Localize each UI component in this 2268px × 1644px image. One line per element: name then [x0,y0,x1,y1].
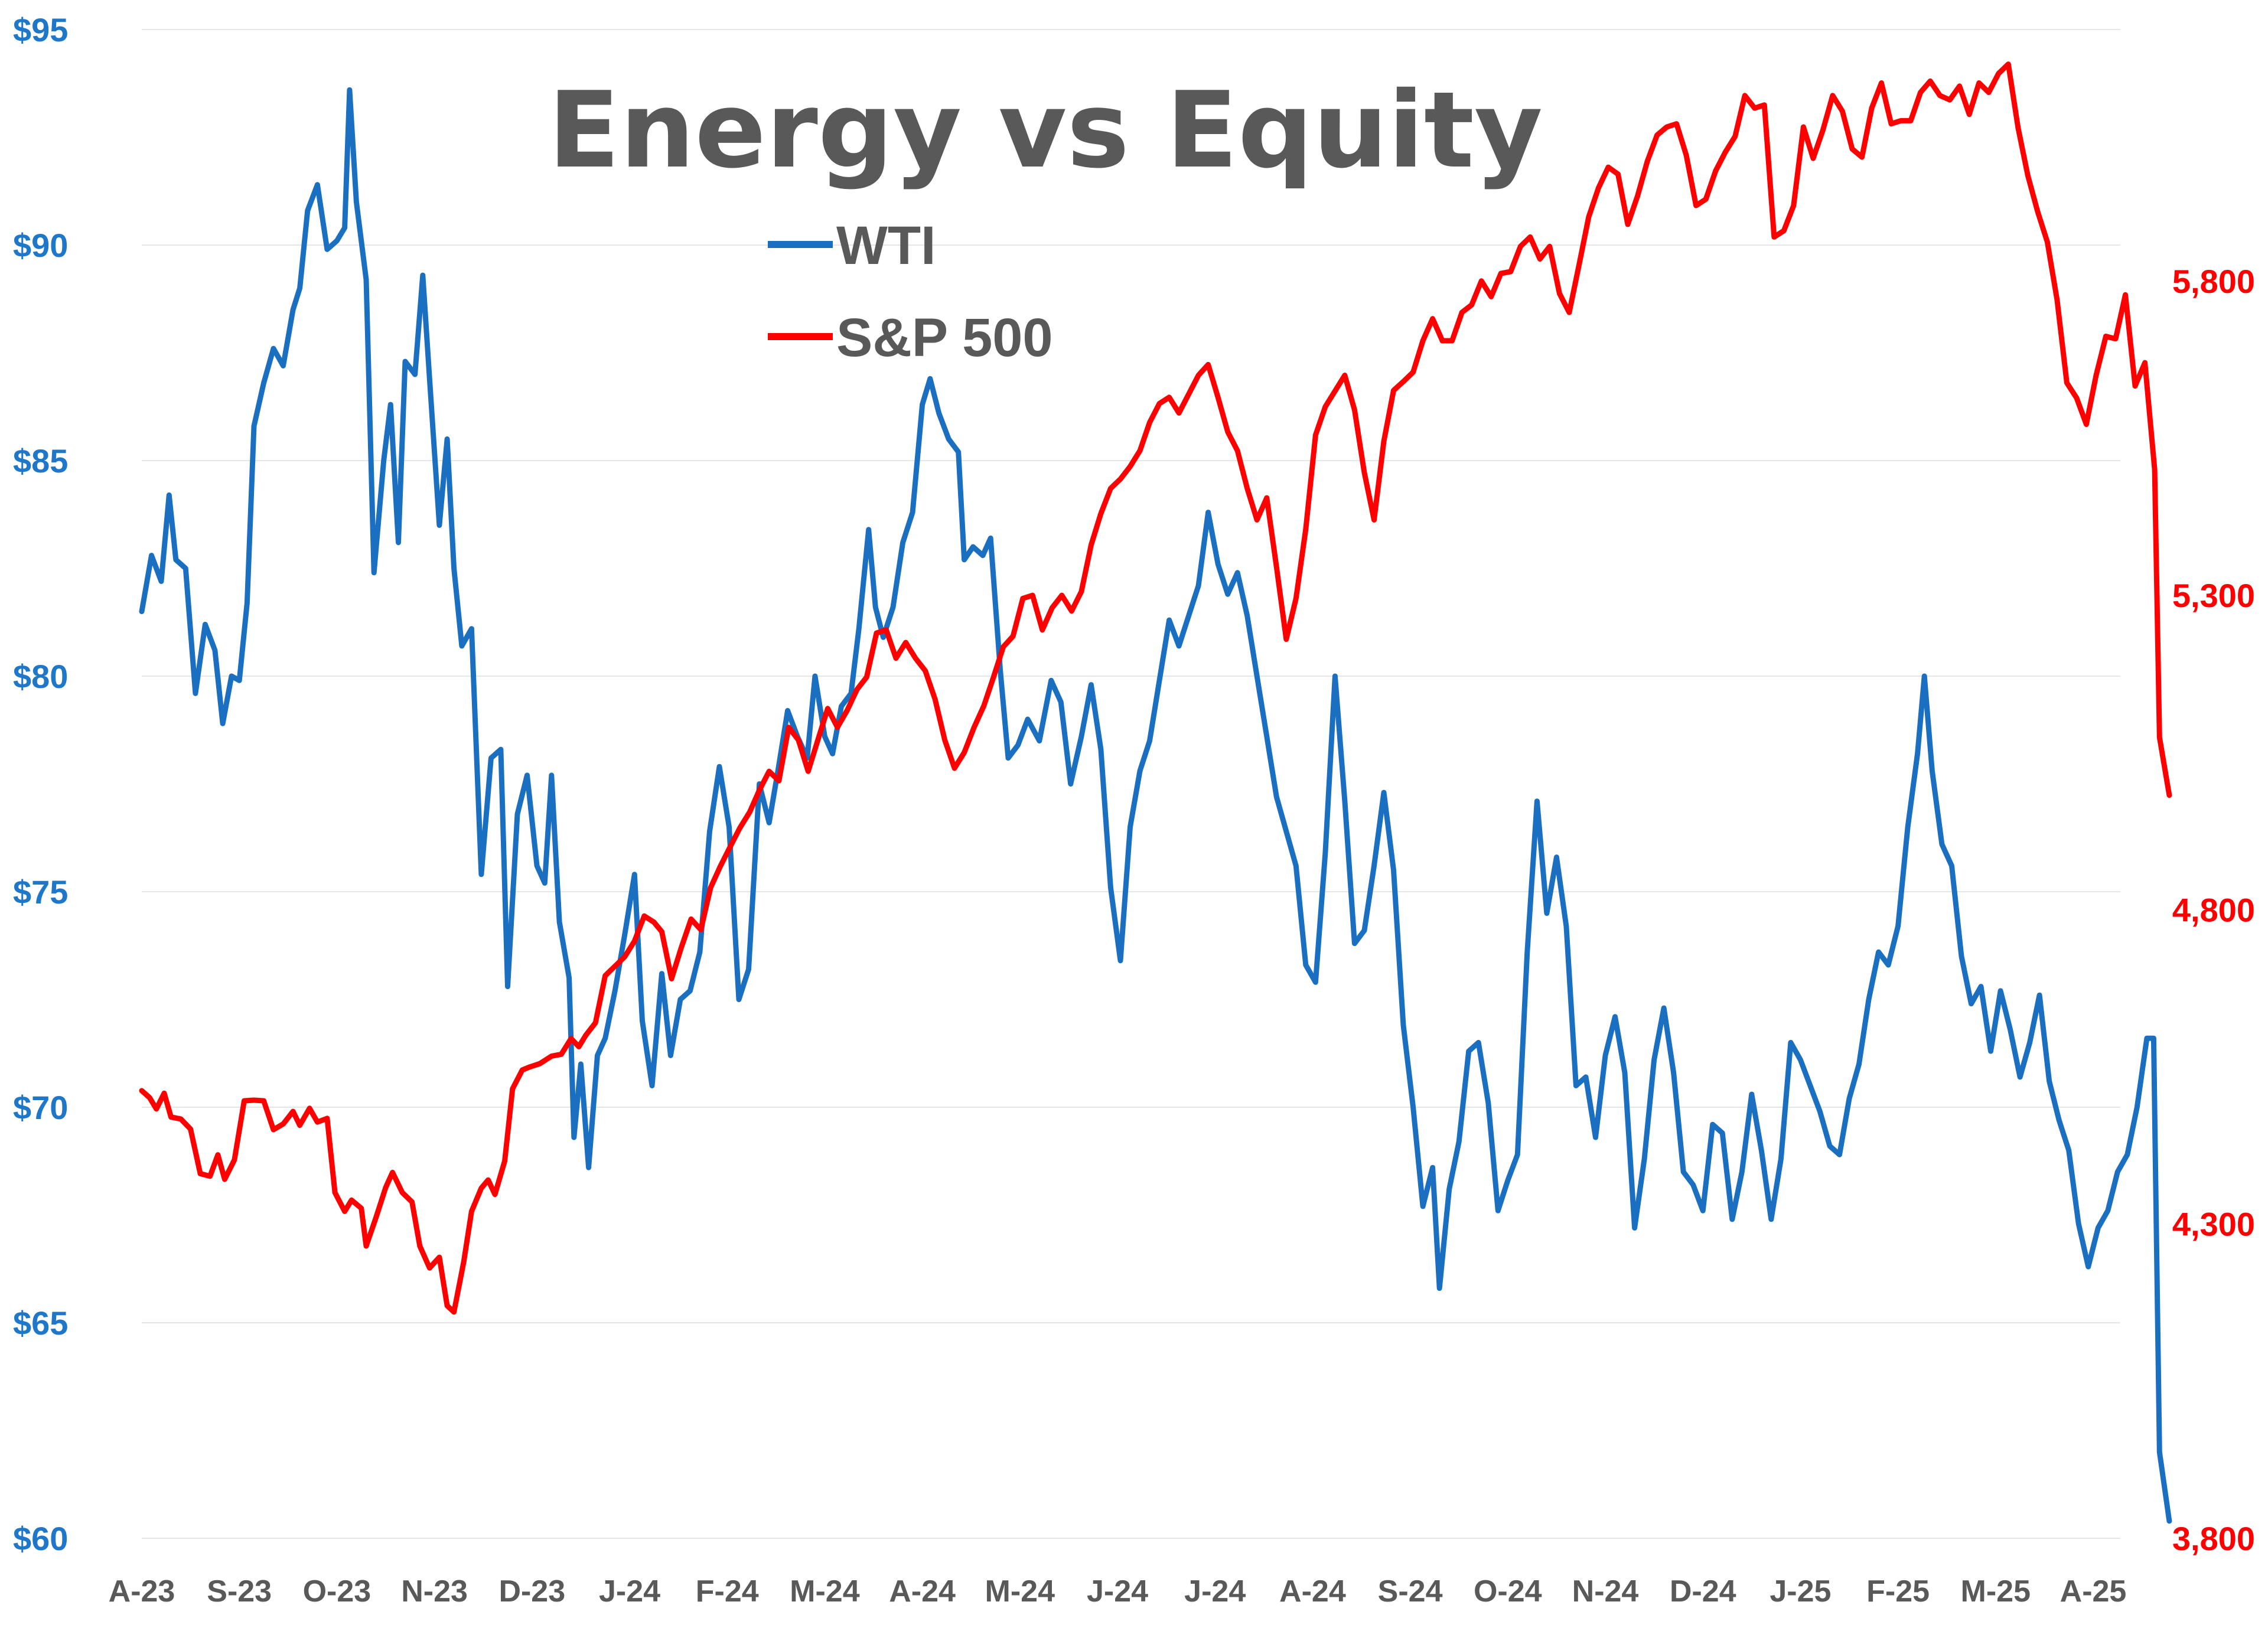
sp500-line [139,61,2172,1315]
x-axis: A-23 S-23 O-23 N-23 D-23 J-24 F-24 M-24 A-24 M-24… [109,1574,2127,1609]
y-axis-left: $95 $90 $85 $80 $75 $70 $65 $60 [13,11,68,1557]
x-tick-label: A-25 [2060,1574,2127,1609]
x-tick-label: A-24 [889,1574,956,1609]
x-tick-label: J-24 [1087,1574,1148,1609]
x-tick-label: N-23 [401,1574,468,1609]
y-left-tick-label: $95 [13,11,68,48]
y-right-tick-label: 4,300 [2172,1206,2255,1243]
x-tick-label: A-23 [109,1574,175,1609]
y-right-tick-label: 5,800 [2172,263,2255,300]
x-tick-label: M-25 [1961,1574,2031,1609]
x-tick-label: N-24 [1572,1574,1639,1609]
series-wti [139,87,2172,1524]
x-tick-label: S-23 [207,1574,272,1609]
legend-sp500-label: S&P 500 [836,308,1053,368]
wti-line [139,87,2172,1524]
x-tick-label: O-23 [303,1574,372,1609]
x-tick-label: O-24 [1474,1574,1542,1609]
y-right-tick-label: 3,800 [2172,1520,2255,1557]
y-left-tick-label: $90 [13,227,68,264]
x-tick-label: S-24 [1378,1574,1443,1609]
y-right-tick-label: 5,300 [2172,577,2255,614]
x-tick-label: J-25 [1770,1574,1831,1609]
series-sp500 [139,61,2172,1315]
x-tick-label: M-24 [790,1574,860,1609]
x-tick-label: M-24 [985,1574,1055,1609]
y-left-tick-label: $75 [13,873,68,911]
y-left-tick-label: $85 [13,442,68,480]
x-tick-label: F-25 [1866,1574,1930,1609]
x-tick-label: J-24 [1184,1574,1246,1609]
x-tick-label: A-24 [1279,1574,1346,1609]
chart-title: Energy vs Equity [548,69,1543,191]
y-left-tick-label: $65 [13,1304,68,1342]
y-axis-right: 5,800 5,300 4,800 4,300 3,800 [2172,263,2255,1557]
y-left-tick-label: $80 [13,658,68,695]
x-tick-label: D-24 [1670,1574,1736,1609]
y-left-tick-label: $70 [13,1089,68,1126]
legend-wti-label: WTI [836,216,936,276]
x-tick-label: J-24 [599,1574,660,1609]
x-tick-label: D-23 [498,1574,565,1609]
y-left-tick-label: $60 [13,1520,68,1557]
x-tick-label: F-24 [696,1574,759,1609]
legend: WTI S&P 500 [768,216,1053,368]
y-right-tick-label: 4,800 [2172,891,2255,928]
